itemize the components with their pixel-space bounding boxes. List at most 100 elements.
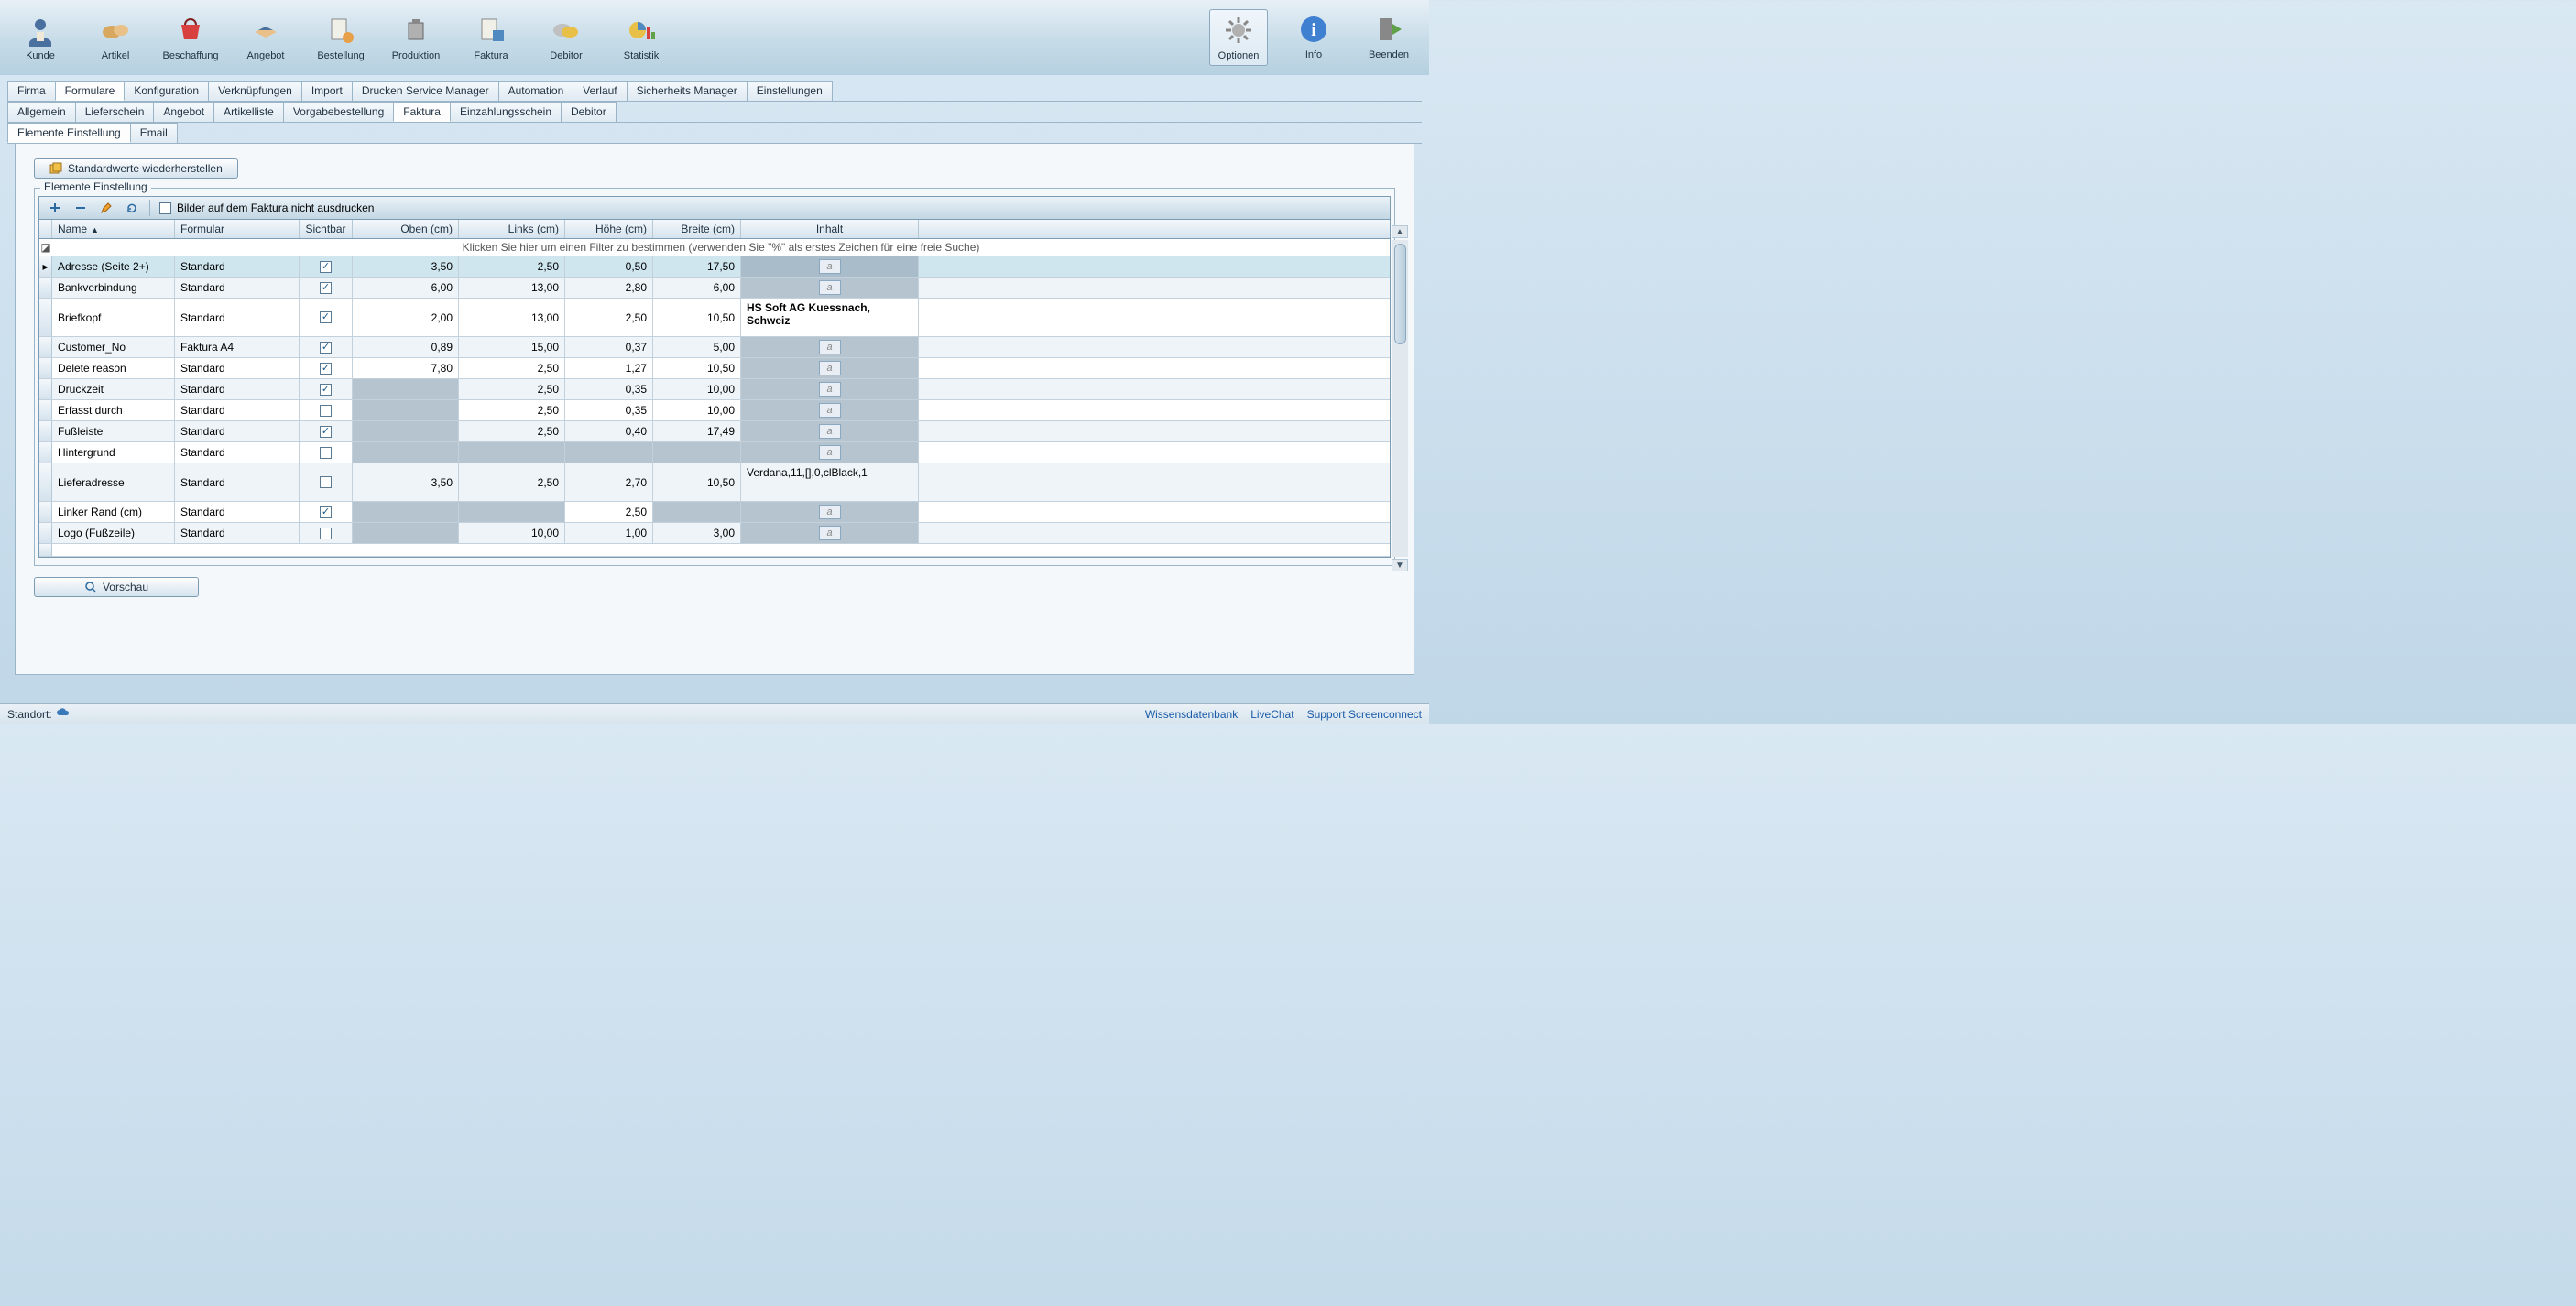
col-name[interactable]: Name▲: [52, 220, 175, 238]
toolbar-artikel-button[interactable]: Artikel: [86, 10, 145, 65]
col-sichtbar[interactable]: Sichtbar: [300, 220, 353, 238]
visible-checkbox[interactable]: [320, 476, 332, 488]
tab-lieferschein[interactable]: Lieferschein: [75, 102, 155, 122]
visible-checkbox[interactable]: [320, 528, 332, 539]
visible-checkbox[interactable]: [320, 282, 332, 294]
table-row[interactable]: FußleisteStandard2,500,4017,49a: [39, 421, 1390, 442]
tab-import[interactable]: Import: [301, 81, 353, 101]
table-row[interactable]: ▸Adresse (Seite 2+)Standard3,502,500,501…: [39, 256, 1390, 278]
edit-row-button[interactable]: [98, 200, 115, 216]
status-link-wissensdatenbank[interactable]: Wissensdatenbank: [1145, 708, 1238, 721]
toolbar-optionen-button[interactable]: Optionen: [1209, 9, 1268, 66]
table-row[interactable]: BriefkopfStandard2,0013,002,5010,50HS So…: [39, 299, 1390, 337]
tab-debitor[interactable]: Debitor: [561, 102, 617, 122]
table-row[interactable]: Linker Rand (cm)Standard2,50a: [39, 502, 1390, 523]
font-button[interactable]: a: [819, 445, 841, 460]
table-row[interactable]: Erfasst durchStandard2,500,3510,00a: [39, 400, 1390, 421]
toolbar-info-button[interactable]: iInfo: [1284, 9, 1343, 66]
tab-artikelliste[interactable]: Artikelliste: [213, 102, 284, 122]
tab-verlauf[interactable]: Verlauf: [573, 81, 627, 101]
visible-checkbox[interactable]: [320, 311, 332, 323]
tab-email[interactable]: Email: [130, 123, 178, 143]
table-row[interactable]: LieferadresseStandard3,502,502,7010,50Ve…: [39, 463, 1390, 502]
table-row[interactable]: Logo (Fußzeile)Standard10,001,003,00a: [39, 523, 1390, 544]
col-oben[interactable]: Oben (cm): [353, 220, 459, 238]
refresh-button[interactable]: [124, 200, 140, 216]
table-row[interactable]: BankverbindungStandard6,0013,002,806,00a: [39, 278, 1390, 299]
cell-name: Briefkopf: [52, 299, 175, 336]
toolbar-beenden-button[interactable]: Beenden: [1359, 9, 1418, 66]
cell-sichtbar: [300, 442, 353, 463]
tab-faktura[interactable]: Faktura: [393, 102, 451, 122]
table-row[interactable]: DruckzeitStandard2,500,3510,00a: [39, 379, 1390, 400]
font-button[interactable]: a: [819, 361, 841, 375]
visible-checkbox[interactable]: [320, 426, 332, 438]
col-links[interactable]: Links (cm): [459, 220, 565, 238]
table-row[interactable]: Delete reasonStandard7,802,501,2710,50a: [39, 358, 1390, 379]
remove-row-button[interactable]: [72, 200, 89, 216]
tab-drucken-service-manager[interactable]: Drucken Service Manager: [352, 81, 499, 101]
status-link-support-screenconnect[interactable]: Support Screenconnect: [1307, 708, 1422, 721]
tab-elemente-einstellung[interactable]: Elemente Einstellung: [7, 123, 131, 143]
row-indicator: [39, 421, 52, 441]
visible-checkbox[interactable]: [320, 447, 332, 459]
font-button[interactable]: a: [819, 505, 841, 519]
toolbar-statistik-button[interactable]: Statistik: [612, 10, 671, 65]
table-row[interactable]: HintergrundStandarda: [39, 442, 1390, 463]
font-button[interactable]: a: [819, 280, 841, 295]
row-indicator: [39, 337, 52, 357]
font-button[interactable]: a: [819, 424, 841, 439]
visible-checkbox[interactable]: [320, 261, 332, 273]
col-breite[interactable]: Breite (cm): [653, 220, 741, 238]
tab-automation[interactable]: Automation: [498, 81, 574, 101]
table-row[interactable]: Customer_NoFaktura A40,8915,000,375,00a: [39, 337, 1390, 358]
restore-defaults-button[interactable]: Standardwerte wiederherstellen: [34, 158, 238, 179]
suppress-images-checkbox[interactable]: Bilder auf dem Faktura nicht ausdrucken: [159, 201, 374, 214]
visible-checkbox[interactable]: [320, 384, 332, 396]
toolbar-beschaffung-button[interactable]: Beschaffung: [161, 10, 220, 65]
scroll-down-button[interactable]: ▼: [1392, 559, 1408, 571]
toolbar-faktura-label: Faktura: [474, 50, 508, 61]
toolbar-debitor-button[interactable]: Debitor: [537, 10, 595, 65]
tab-angebot[interactable]: Angebot: [153, 102, 214, 122]
status-link-livechat[interactable]: LiveChat: [1250, 708, 1293, 721]
toolbar-bestellung-button[interactable]: Bestellung: [311, 10, 370, 65]
tab-verknüpfungen[interactable]: Verknüpfungen: [208, 81, 302, 101]
tab-einstellungen[interactable]: Einstellungen: [747, 81, 833, 101]
tab-formulare[interactable]: Formulare: [55, 81, 126, 101]
tab-allgemein[interactable]: Allgemein: [7, 102, 76, 122]
row-indicator: ▸: [39, 256, 52, 277]
row-indicator: [39, 463, 52, 501]
toolbar-faktura-button[interactable]: Faktura: [462, 10, 520, 65]
font-button[interactable]: a: [819, 526, 841, 540]
tab-firma[interactable]: Firma: [7, 81, 56, 101]
toolbar-produktion-button[interactable]: Produktion: [387, 10, 445, 65]
col-formular[interactable]: Formular: [175, 220, 300, 238]
tab-vorgabebestellung[interactable]: Vorgabebestellung: [283, 102, 394, 122]
font-button[interactable]: a: [819, 340, 841, 354]
visible-checkbox[interactable]: [320, 506, 332, 518]
add-row-button[interactable]: [47, 200, 63, 216]
visible-checkbox[interactable]: [320, 342, 332, 354]
preview-label: Vorschau: [103, 581, 148, 593]
font-button[interactable]: a: [819, 403, 841, 418]
cell-hoehe: 1,00: [565, 523, 653, 543]
tab-einzahlungsschein[interactable]: Einzahlungsschein: [450, 102, 562, 122]
font-button[interactable]: a: [819, 259, 841, 274]
col-hoehe[interactable]: Höhe (cm): [565, 220, 653, 238]
cell-hoehe: 2,80: [565, 278, 653, 298]
scroll-up-button[interactable]: ▲: [1392, 225, 1408, 238]
tab-konfiguration[interactable]: Konfiguration: [124, 81, 209, 101]
scroll-thumb[interactable]: [1394, 244, 1406, 344]
visible-checkbox[interactable]: [320, 405, 332, 417]
filter-row[interactable]: ◪ Klicken Sie hier um einen Filter zu be…: [39, 239, 1390, 256]
toolbar-kunde-button[interactable]: Kunde: [11, 10, 70, 65]
font-button[interactable]: a: [819, 382, 841, 397]
preview-button[interactable]: Vorschau: [34, 577, 199, 597]
elements-groupbox: Elemente Einstellung Bilder auf dem Fakt…: [34, 188, 1395, 566]
toolbar-angebot-button[interactable]: Angebot: [236, 10, 295, 65]
visible-checkbox[interactable]: [320, 363, 332, 375]
scrollbar[interactable]: [1392, 240, 1408, 557]
tab-sicherheits-manager[interactable]: Sicherheits Manager: [627, 81, 748, 101]
col-inhalt[interactable]: Inhalt: [741, 220, 919, 238]
